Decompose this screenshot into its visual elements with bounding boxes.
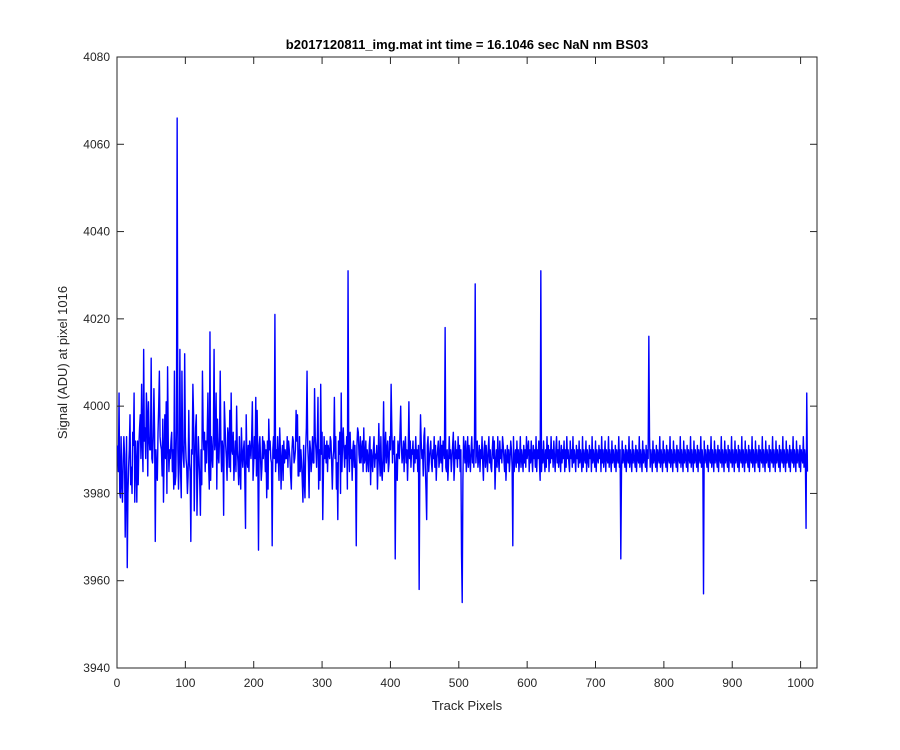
y-tick-label: 4060 (83, 137, 110, 151)
y-tick-label: 4080 (83, 50, 110, 64)
x-tick-label: 300 (312, 676, 332, 690)
x-tick-label: 700 (586, 676, 606, 690)
x-tick-label: 800 (654, 676, 674, 690)
x-tick-label: 400 (380, 676, 400, 690)
y-tick-label: 3940 (83, 661, 110, 675)
x-tick-label: 500 (449, 676, 469, 690)
x-tick-label: 100 (175, 676, 195, 690)
x-tick-label: 0 (114, 676, 121, 690)
y-tick-label: 4040 (83, 225, 110, 239)
y-tick-label: 3980 (83, 486, 110, 500)
series-line-1 (116, 117, 809, 604)
chart-title: b2017120811_img.mat int time = 16.1046 s… (286, 37, 648, 52)
y-tick-label: 4020 (83, 312, 110, 326)
y-tick-label: 4000 (83, 399, 110, 413)
x-tick-label: 900 (722, 676, 742, 690)
plot-area (116, 117, 809, 604)
y-tick-label: 3960 (83, 574, 110, 588)
x-tick-label: 200 (244, 676, 264, 690)
axes-frame (116, 56, 818, 669)
y-axis-label: Signal (ADU) at pixel 1016 (55, 286, 70, 439)
x-tick-label: 600 (517, 676, 537, 690)
x-tick-label: 1000 (787, 676, 814, 690)
axis-ticks: 0 100 200 300 400 500 600 700 800 900 1000 3940 3960… (83, 50, 817, 690)
x-axis-label: Track Pixels (432, 698, 503, 713)
